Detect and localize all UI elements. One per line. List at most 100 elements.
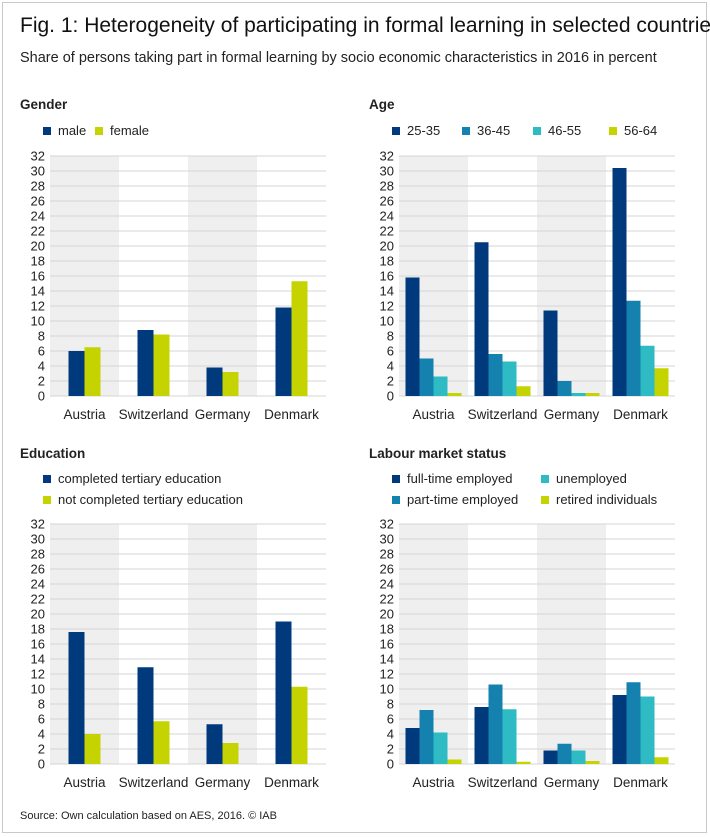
bar [557, 381, 572, 396]
y-tick-label: 4 [38, 727, 45, 742]
panel-title-age: Age [369, 97, 395, 112]
y-tick-label: 10 [380, 314, 394, 329]
y-tick-label: 30 [380, 164, 394, 179]
y-tick-label: 32 [31, 149, 45, 164]
bar [153, 721, 170, 764]
x-tick-label: Switzerland [468, 407, 538, 422]
y-tick-label: 12 [31, 299, 45, 314]
y-tick-label: 26 [31, 194, 45, 209]
x-tick-label: Germany [195, 775, 251, 790]
bar [206, 367, 223, 396]
bar [206, 724, 223, 764]
bar [571, 393, 586, 396]
y-tick-label: 14 [31, 652, 45, 667]
figure-subtitle: Share of persons taking part in formal l… [20, 50, 657, 66]
legend-label: part-time employed [407, 492, 519, 507]
y-tick-label: 18 [380, 622, 394, 637]
x-tick-label: Austria [63, 775, 106, 790]
y-tick-label: 24 [31, 209, 45, 224]
legend-item-unemployed: unemployed [541, 471, 627, 486]
bar [488, 354, 503, 396]
legend-item-part-time: part-time employed [392, 492, 518, 507]
bar [626, 300, 641, 396]
bar [84, 347, 101, 396]
bar [137, 330, 154, 396]
bar [68, 351, 85, 396]
x-tick-label: Switzerland [119, 775, 189, 790]
bar [543, 750, 558, 764]
panel-title-gender: Gender [20, 97, 68, 112]
y-tick-label: 10 [380, 682, 394, 697]
y-tick-label: 6 [38, 712, 45, 727]
legend-label: 46-55 [548, 123, 582, 138]
legend-item-56-64: 56-64 [609, 123, 657, 138]
legend-label: full-time employed [407, 471, 513, 486]
x-tick-label: Austria [412, 407, 455, 422]
legend-swatch [392, 495, 400, 504]
x-tick-label: Denmark [264, 775, 319, 790]
y-tick-label: 6 [387, 344, 394, 359]
legend-item-not-completed-tertiary: not completed tertiary education [43, 492, 243, 507]
y-tick-label: 22 [31, 592, 45, 607]
legend-item-retired: retired individuals [541, 492, 657, 507]
source-note: Source: Own calculation based on AES, 20… [20, 810, 277, 822]
bar [447, 759, 462, 764]
y-tick-label: 28 [31, 547, 45, 562]
y-tick-label: 18 [31, 622, 45, 637]
y-tick-label: 6 [38, 344, 45, 359]
y-tick-label: 26 [380, 194, 394, 209]
y-tick-label: 30 [31, 532, 45, 547]
x-tick-label: Denmark [613, 775, 668, 790]
bar [654, 757, 669, 764]
bar [654, 368, 669, 396]
y-tick-label: 24 [31, 577, 45, 592]
legend-label: unemployed [556, 471, 627, 486]
bar [84, 734, 101, 764]
y-tick-label: 2 [387, 742, 394, 757]
y-tick-label: 0 [387, 757, 394, 772]
x-tick-label: Denmark [264, 407, 319, 422]
legend-swatch [609, 126, 617, 135]
y-tick-label: 26 [380, 562, 394, 577]
y-tick-label: 14 [380, 652, 394, 667]
bar [153, 334, 170, 396]
legend-item-46-55: 46-55 [533, 123, 581, 138]
bar [433, 376, 448, 396]
y-tick-label: 8 [387, 329, 394, 344]
bar [419, 358, 434, 396]
y-tick-label: 18 [31, 254, 45, 269]
y-tick-label: 6 [387, 712, 394, 727]
y-tick-label: 0 [387, 389, 394, 404]
legend-label: not completed tertiary education [58, 492, 243, 507]
legend-swatch [43, 495, 51, 504]
legend-swatch [462, 126, 470, 135]
y-tick-label: 32 [380, 517, 394, 532]
panel-title-labour-market: Labour market status [369, 446, 507, 461]
legend-swatch [43, 126, 51, 135]
legend-label: completed tertiary education [58, 471, 222, 486]
legend-label: 25-35 [407, 123, 441, 138]
y-tick-label: 4 [387, 727, 394, 742]
legend-item-25-35: 25-35 [392, 123, 440, 138]
y-tick-label: 10 [31, 314, 45, 329]
x-tick-label: Denmark [613, 407, 668, 422]
y-tick-label: 22 [380, 592, 394, 607]
y-tick-label: 30 [31, 164, 45, 179]
bar [543, 310, 558, 396]
bar [291, 281, 308, 396]
bar [474, 242, 489, 396]
bar [516, 386, 531, 396]
bar [137, 667, 154, 764]
y-tick-label: 12 [31, 667, 45, 682]
bar [222, 743, 239, 764]
y-tick-label: 8 [387, 697, 394, 712]
y-tick-label: 28 [380, 547, 394, 562]
bar [585, 761, 600, 764]
bar [275, 307, 292, 396]
y-tick-label: 4 [387, 359, 394, 374]
y-tick-label: 4 [38, 359, 45, 374]
bar [275, 621, 292, 764]
y-tick-label: 2 [387, 374, 394, 389]
